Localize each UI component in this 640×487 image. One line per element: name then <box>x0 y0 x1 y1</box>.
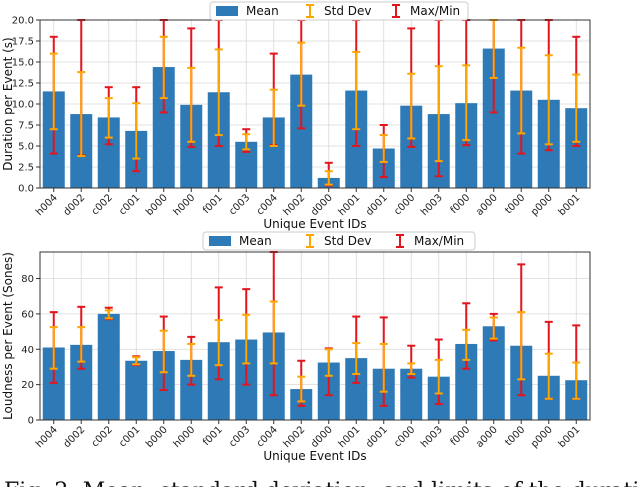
x-tick-label-c001: c001 <box>117 192 142 217</box>
bar-f000 <box>455 343 478 420</box>
bar-h000 <box>180 359 203 420</box>
legend-mean-swatch <box>216 6 238 16</box>
x-tick-label-c002: c002 <box>90 424 115 449</box>
x-tick-label-p000: p000 <box>529 192 555 218</box>
bar-c003 <box>235 141 258 188</box>
x-tick-label-h003: h003 <box>419 424 445 450</box>
legend-frame <box>202 231 476 251</box>
y-tick-label: 80 <box>21 274 34 285</box>
figure-caption: Fig. 2: Mean, standard deviation, and li… <box>4 479 640 487</box>
bar-c001 <box>125 360 148 420</box>
x-tick-label-h002: h002 <box>282 192 308 218</box>
y-tick-label: 17.5 <box>12 37 34 48</box>
x-tick-label-f000: f000 <box>449 192 473 216</box>
x-tick-label-p000: p000 <box>529 424 555 450</box>
bar-d002 <box>70 344 93 420</box>
plot-frame <box>39 251 591 421</box>
y-tick-label: 10.0 <box>12 100 34 111</box>
x-tick-label-d000: d000 <box>309 424 335 450</box>
legend-maxmin-label: Max/Min <box>414 234 464 248</box>
x-tick-label-b001: b001 <box>557 192 583 218</box>
bar-a000 <box>482 48 505 189</box>
x-tick-label-d002: d002 <box>62 192 88 218</box>
bar-f001 <box>207 342 230 420</box>
x-tick-label-d001: d001 <box>364 192 390 218</box>
legend-mean-label: Mean <box>246 4 279 18</box>
legend-maxmin-label: Max/Min <box>410 4 460 18</box>
x-tick-label-a000: a000 <box>474 192 500 218</box>
x-axis-label: Unique Event IDs <box>263 449 366 463</box>
legend-1: Mean Std Dev Max/Min <box>209 1 469 21</box>
x-tick-label-c004: c004 <box>255 192 280 217</box>
x-tick-label-h000: h000 <box>172 192 198 218</box>
x-tick-label-f001: f001 <box>201 424 225 448</box>
y-tick-label: 5.0 <box>18 142 34 153</box>
legend-frame <box>209 1 469 21</box>
x-tick-label-h002: h002 <box>282 424 308 450</box>
x-tick-label-c004: c004 <box>255 424 280 449</box>
legend-mean-swatch <box>209 236 231 246</box>
x-tick-label-h003: h003 <box>419 192 445 218</box>
bar-c004 <box>262 117 285 188</box>
y-tick-label: 0.0 <box>18 184 34 195</box>
y-tick-label: 20 <box>21 380 34 391</box>
chart-1: 0.0 2.5 5.0 7.5 10.0 12.5 15.0 17.5 20.0 h004 d002… <box>1 16 591 231</box>
y-tick-label: 20.0 <box>12 16 34 27</box>
bar-c002 <box>97 117 120 188</box>
x-tick-label-h004: h004 <box>34 424 60 450</box>
x-tick-label-f001: f001 <box>201 192 225 216</box>
bar-h001 <box>345 358 368 420</box>
x-tick-label-h001: h001 <box>337 424 363 450</box>
y-tick-label: 40 <box>21 345 34 356</box>
x-tick-label-a000: a000 <box>474 424 500 450</box>
x-tick-label-c003: c003 <box>227 192 252 217</box>
x-tick-label-c002: c002 <box>90 192 115 217</box>
legend-std-label: Std Dev <box>324 234 371 248</box>
bar-c000 <box>400 368 423 420</box>
x-tick-label-b000: b000 <box>144 192 170 218</box>
x-tick-label-c000: c000 <box>392 192 417 217</box>
x-tick-label-h004: h004 <box>34 192 60 218</box>
legend-mean-label: Mean <box>239 234 272 248</box>
legend-2: Mean Std Dev Max/Min <box>202 231 476 251</box>
bar-b001 <box>565 108 588 188</box>
x-tick-label-f000: f000 <box>449 424 473 448</box>
bar-b000 <box>152 67 175 188</box>
x-tick-label-b000: b000 <box>144 424 170 450</box>
x-tick-label-c000: c000 <box>392 424 417 449</box>
x-tick-label-t000: t000 <box>503 192 527 216</box>
x-tick-label-b001: b001 <box>557 424 583 450</box>
bar-a000 <box>482 326 505 420</box>
x-tick-label-d002: d002 <box>62 424 88 450</box>
y-tick-label: 7.5 <box>18 121 34 132</box>
y-tick-label: 0 <box>28 416 34 427</box>
bar-b001 <box>565 380 588 420</box>
y-tick-label: 60 <box>21 309 34 320</box>
legend-std-label: Std Dev <box>324 4 371 18</box>
x-tick-label-d000: d000 <box>309 192 335 218</box>
bar-c002 <box>97 313 120 420</box>
x-axis-label: Unique Event IDs <box>263 217 366 231</box>
x-tick-label-h000: h000 <box>172 424 198 450</box>
y-tick-label: 2.5 <box>18 163 34 174</box>
x-tick-label-d001: d001 <box>364 424 390 450</box>
x-tick-label-h001: h001 <box>337 192 363 218</box>
bar-h002 <box>290 74 313 188</box>
y-axis-label: Loudness per Event (Sones) <box>1 252 15 420</box>
y-tick-label: 12.5 <box>12 79 34 90</box>
x-tick-label-t000: t000 <box>503 424 527 448</box>
y-tick-label: 15.0 <box>12 58 34 69</box>
x-tick-label-c003: c003 <box>227 424 252 449</box>
y-axis-label: Duration per Event (s) <box>1 37 15 171</box>
x-tick-label-c001: c001 <box>117 424 142 449</box>
